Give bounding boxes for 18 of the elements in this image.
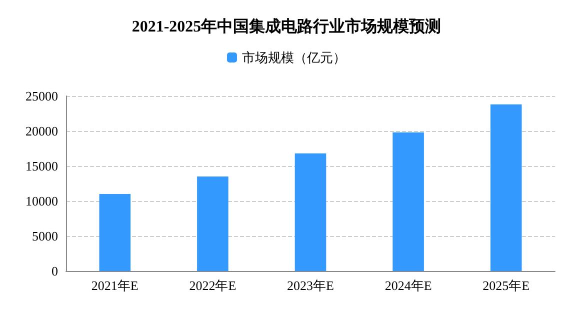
bar	[392, 132, 424, 271]
y-tick-label: 20000	[26, 124, 58, 138]
bar	[99, 194, 131, 271]
y-tick-label: 25000	[26, 88, 58, 104]
bar	[490, 104, 522, 271]
bar	[294, 153, 326, 271]
x-tick-label: 2023年E	[287, 278, 334, 293]
x-tick-label: 2022年E	[189, 278, 236, 293]
x-tick-label: 2024年E	[384, 278, 432, 293]
y-tick-label: 0	[52, 264, 58, 278]
x-tick-label: 2021年E	[91, 278, 138, 293]
y-tick-label: 15000	[26, 158, 58, 174]
x-tick-label: 2025年E	[482, 278, 530, 293]
chart-title: 2021-2025年中国集成电路行业市场规模预测	[132, 18, 442, 36]
legend-label: 市场规模（亿元）	[242, 50, 346, 65]
y-tick-label: 5000	[32, 228, 58, 244]
bar	[197, 176, 228, 271]
y-tick-label: 10000	[26, 194, 58, 208]
